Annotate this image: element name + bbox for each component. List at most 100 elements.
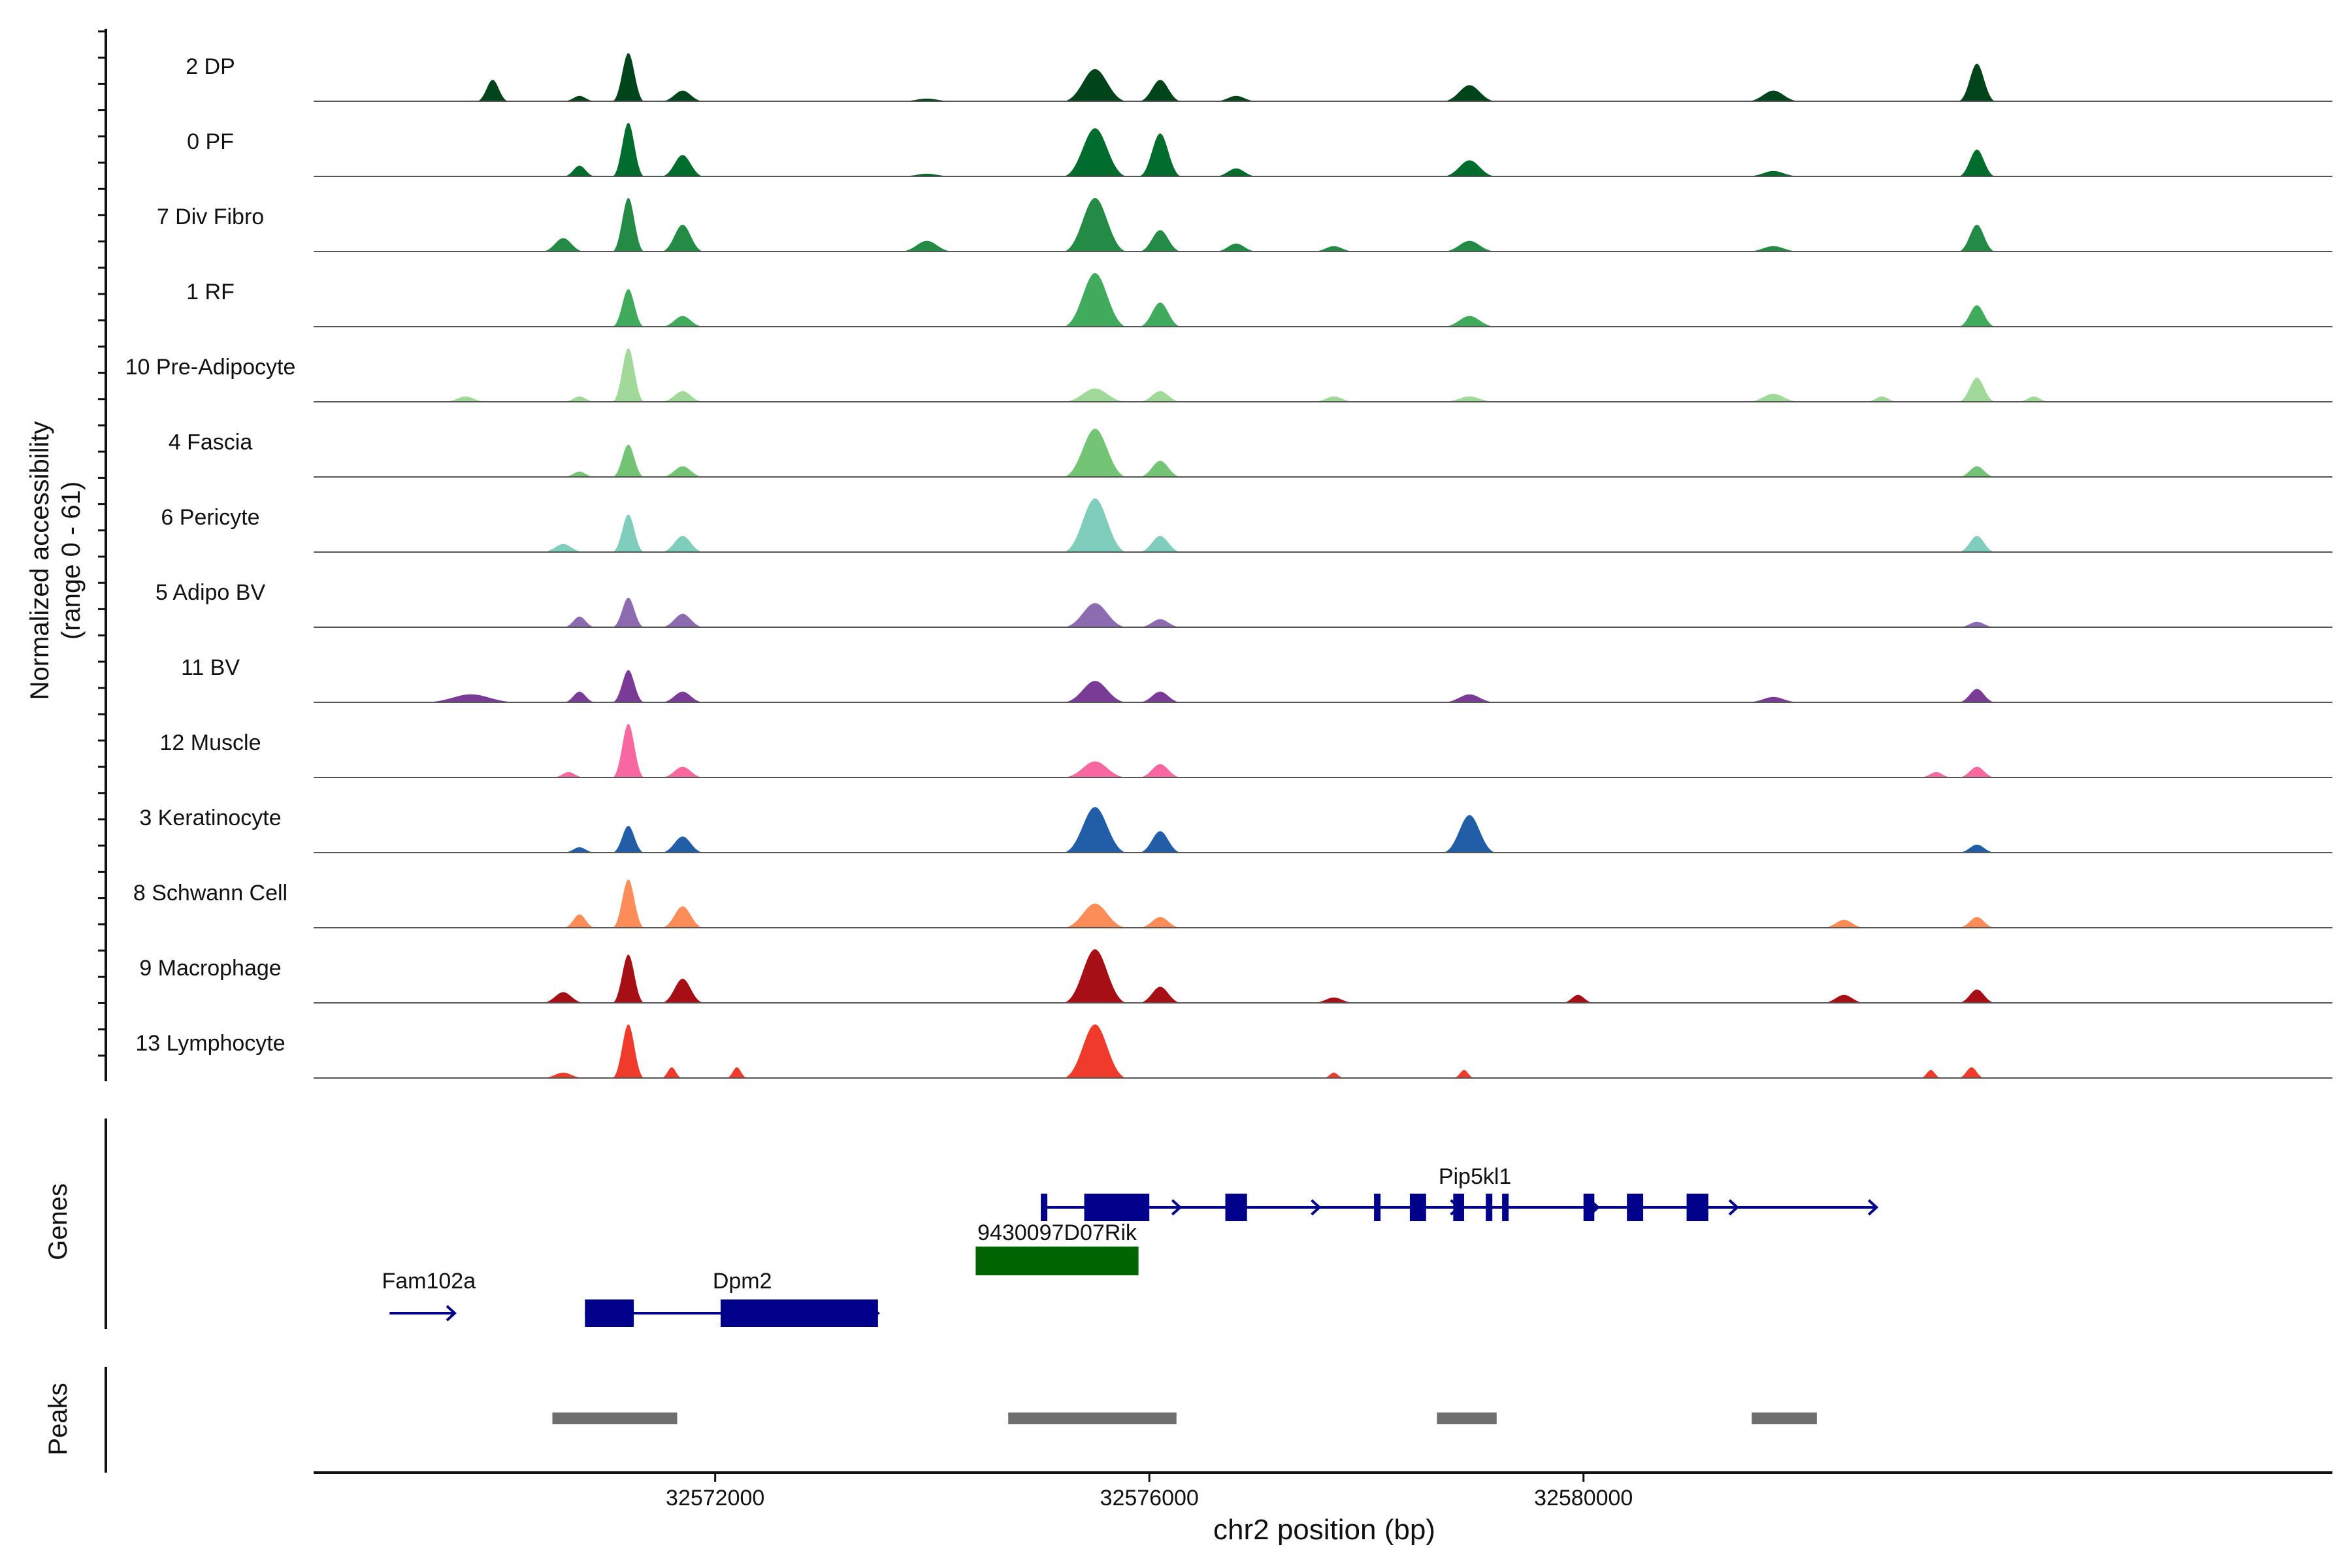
track-peak [661,836,705,853]
track-peak [1442,815,1497,853]
track-peak [612,53,645,101]
gene-exon [1502,1194,1509,1221]
track-peak [563,691,596,702]
track-label: 0 PF [187,129,234,154]
x-tick-label: 32572000 [666,1486,764,1511]
track-peak [1062,949,1128,1003]
track-peak [1062,388,1128,402]
track-peak [726,1067,748,1078]
track-peak [563,471,596,477]
gene-exon [1084,1194,1150,1221]
track-peak [1062,681,1128,702]
track-peak [1062,128,1128,176]
track-peak [612,123,645,176]
genes-ylabel: Genes [44,1183,73,1260]
track-peak [1442,694,1497,702]
track-3: 1 RF [186,273,2332,327]
track-peak [541,238,585,252]
track-5: 4 Fascia [169,429,2332,478]
track-peak [612,826,645,853]
gene-label: Fam102a [382,1269,476,1294]
track-peak [661,906,705,928]
track-peak [661,466,705,477]
track-13: 13 Lymphocyte [135,1024,2332,1079]
track-peak [900,98,955,101]
gene-exon [1486,1194,1493,1221]
track-peak [2017,396,2051,402]
peak-region [1752,1413,1817,1424]
gene-1: Dpm2 [585,1269,880,1327]
track-peak [563,914,596,928]
track-peak [1138,917,1183,928]
peaks-ylabel: Peaks [44,1382,73,1455]
track-label: 12 Muscle [160,730,261,755]
track-peak [1957,466,1996,477]
track-peak [1746,171,1801,176]
track-peak [1138,230,1183,252]
track-peak [1442,160,1497,176]
gene-exon [1453,1194,1464,1221]
track-peak [1214,243,1258,252]
coverage-ylabel-line-2: (range 0 - 61) [57,482,86,640]
track-peak [1062,761,1128,777]
track-peak [1746,90,1801,101]
track-peak [612,348,645,402]
track-7: 5 Adipo BV [155,580,2332,628]
track-9: 12 Muscle [160,724,2332,778]
track-11: 8 Schwann Cell [133,879,2332,928]
genes-panel: Fam102a Dpm2 9430097D07Rik Pip5kl1 [105,1119,1879,1329]
track-peak [563,847,596,853]
gene-strand-arrow [446,1305,457,1322]
track-peak [1312,997,1356,1003]
gene-label: 9430097D07Rik [977,1220,1137,1245]
track-peak [1062,603,1128,627]
gene-exon [1409,1194,1426,1221]
track-peak [612,514,645,552]
track-label: 11 BV [181,655,240,680]
track-peak [1957,536,1996,552]
track-peak [612,724,645,777]
track-peak [661,766,705,777]
track-peak [1138,391,1183,402]
track-label: 2 DP [186,54,235,79]
track-peak [612,1024,645,1078]
track-peak [1138,302,1183,327]
track-peak [1214,168,1258,176]
track-peak [1312,246,1356,252]
track-peak [444,396,487,402]
track-peak [1746,246,1801,252]
track-2: 7 Div Fibro [157,198,2332,252]
gene-strand-arrow [1728,1199,1740,1216]
track-12: 9 Macrophage [139,949,2332,1004]
track-peak [1957,225,1996,252]
track-peak [1746,393,1801,402]
x-axis-label: chr2 position (bp) [1213,1514,1435,1546]
track-peak [1138,764,1183,777]
track-peak [1957,689,1996,702]
track-peak [563,95,596,101]
track-peak [1138,133,1183,176]
track-peak [1453,1070,1475,1078]
gene-exon [1374,1194,1381,1221]
track-peak [1062,429,1128,477]
track-peak [1957,305,1996,327]
gene-exon [975,1247,1139,1275]
track-peak [612,289,645,327]
track-peak [541,992,585,1003]
track-peak [661,90,705,101]
track-1: 0 PF [187,123,2332,177]
track-peak [1138,831,1183,853]
coverage-tracks: 2 DP 0 PF 7 Div Fibro 1 RF 10 Pre-Adipocyte 4… [98,29,2332,1081]
track-8: 11 BV [181,655,2332,703]
track-peak [661,391,705,402]
track-peak [1822,919,1866,928]
track-peak [541,1072,585,1078]
gene-exon [1225,1194,1247,1221]
track-peak [1919,1070,1942,1078]
gene-label: Pip5kl1 [1439,1164,1512,1189]
track-peak [1138,987,1183,1003]
peak-region [1008,1413,1177,1424]
track-peak [661,536,705,552]
peak-region [1437,1413,1497,1424]
